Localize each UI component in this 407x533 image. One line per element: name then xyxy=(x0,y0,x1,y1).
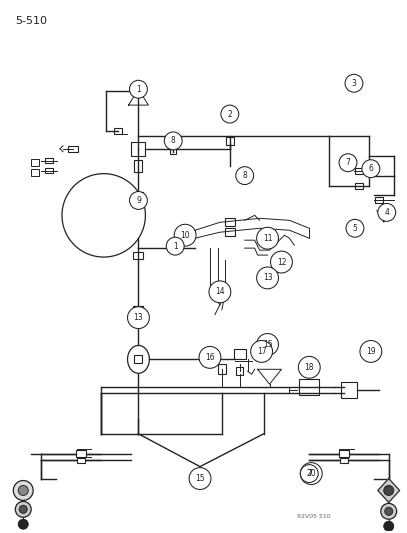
Circle shape xyxy=(174,224,196,246)
Text: 7: 7 xyxy=(346,158,350,167)
Text: 12: 12 xyxy=(277,257,286,266)
Bar xyxy=(45,168,53,173)
Circle shape xyxy=(381,503,397,519)
Circle shape xyxy=(18,519,28,529)
Text: 1: 1 xyxy=(136,85,141,94)
Text: 13: 13 xyxy=(133,313,143,322)
Text: 14: 14 xyxy=(215,287,225,296)
Circle shape xyxy=(362,160,380,177)
Text: 20: 20 xyxy=(306,469,316,478)
Bar xyxy=(133,306,143,313)
Text: 2: 2 xyxy=(228,110,232,118)
Bar xyxy=(76,450,86,457)
Bar xyxy=(68,146,78,152)
Text: 13: 13 xyxy=(263,273,272,282)
Text: 1: 1 xyxy=(173,241,177,251)
Bar xyxy=(170,144,176,154)
Bar xyxy=(133,192,143,199)
Circle shape xyxy=(378,204,396,221)
Bar xyxy=(375,197,383,204)
Circle shape xyxy=(129,80,147,98)
Text: 19: 19 xyxy=(366,347,376,356)
Text: 18: 18 xyxy=(304,363,314,372)
Circle shape xyxy=(339,154,357,172)
Text: 4: 4 xyxy=(384,208,389,217)
Bar xyxy=(299,379,319,395)
Bar xyxy=(134,160,142,172)
Circle shape xyxy=(300,465,318,482)
Bar xyxy=(133,252,143,259)
Bar xyxy=(114,128,122,134)
Circle shape xyxy=(18,486,28,496)
Bar xyxy=(134,356,142,364)
Circle shape xyxy=(257,227,278,249)
Text: 8: 8 xyxy=(171,136,175,146)
Circle shape xyxy=(360,341,382,362)
Circle shape xyxy=(236,167,254,184)
Text: 5: 5 xyxy=(352,224,357,233)
Text: 92V05 510: 92V05 510 xyxy=(298,514,331,519)
Circle shape xyxy=(384,486,394,496)
Text: 15: 15 xyxy=(263,340,272,349)
Circle shape xyxy=(15,502,31,518)
Circle shape xyxy=(257,267,278,289)
Circle shape xyxy=(251,341,273,362)
Circle shape xyxy=(385,507,393,515)
Bar xyxy=(225,219,235,227)
Bar xyxy=(31,159,39,166)
Circle shape xyxy=(19,505,27,513)
Bar xyxy=(236,367,243,375)
Bar xyxy=(131,142,145,156)
Circle shape xyxy=(384,521,394,531)
Text: 10: 10 xyxy=(180,231,190,240)
Bar xyxy=(340,458,348,463)
Circle shape xyxy=(298,357,320,378)
Circle shape xyxy=(166,237,184,255)
Circle shape xyxy=(257,334,278,356)
Bar xyxy=(234,350,246,359)
Circle shape xyxy=(62,174,145,257)
Text: 3: 3 xyxy=(352,79,357,88)
Text: 6: 6 xyxy=(368,164,373,173)
Bar xyxy=(225,228,235,236)
Circle shape xyxy=(199,346,221,368)
Bar xyxy=(218,365,226,374)
Circle shape xyxy=(127,306,149,328)
Text: 17: 17 xyxy=(257,347,267,356)
Text: 7: 7 xyxy=(307,469,312,478)
Bar xyxy=(226,137,234,145)
Bar xyxy=(341,382,357,398)
Bar xyxy=(355,168,363,174)
Circle shape xyxy=(209,281,231,303)
Text: 15: 15 xyxy=(195,474,205,483)
Bar xyxy=(133,356,143,363)
Bar xyxy=(45,158,53,163)
Circle shape xyxy=(189,467,211,489)
Bar xyxy=(339,450,349,457)
Circle shape xyxy=(300,463,322,484)
Circle shape xyxy=(346,219,364,237)
Circle shape xyxy=(129,191,147,209)
Bar xyxy=(355,183,363,189)
Text: 8: 8 xyxy=(242,171,247,180)
Ellipse shape xyxy=(127,345,149,373)
Bar xyxy=(133,306,143,313)
Circle shape xyxy=(164,132,182,150)
Bar xyxy=(77,458,85,463)
Circle shape xyxy=(271,251,292,273)
Polygon shape xyxy=(378,479,400,503)
Circle shape xyxy=(345,74,363,92)
Text: 16: 16 xyxy=(205,353,215,362)
Text: 11: 11 xyxy=(263,233,272,243)
Circle shape xyxy=(13,481,33,500)
Text: 9: 9 xyxy=(136,196,141,205)
Bar xyxy=(31,168,39,176)
Text: 5-510: 5-510 xyxy=(15,15,47,26)
Circle shape xyxy=(221,105,239,123)
